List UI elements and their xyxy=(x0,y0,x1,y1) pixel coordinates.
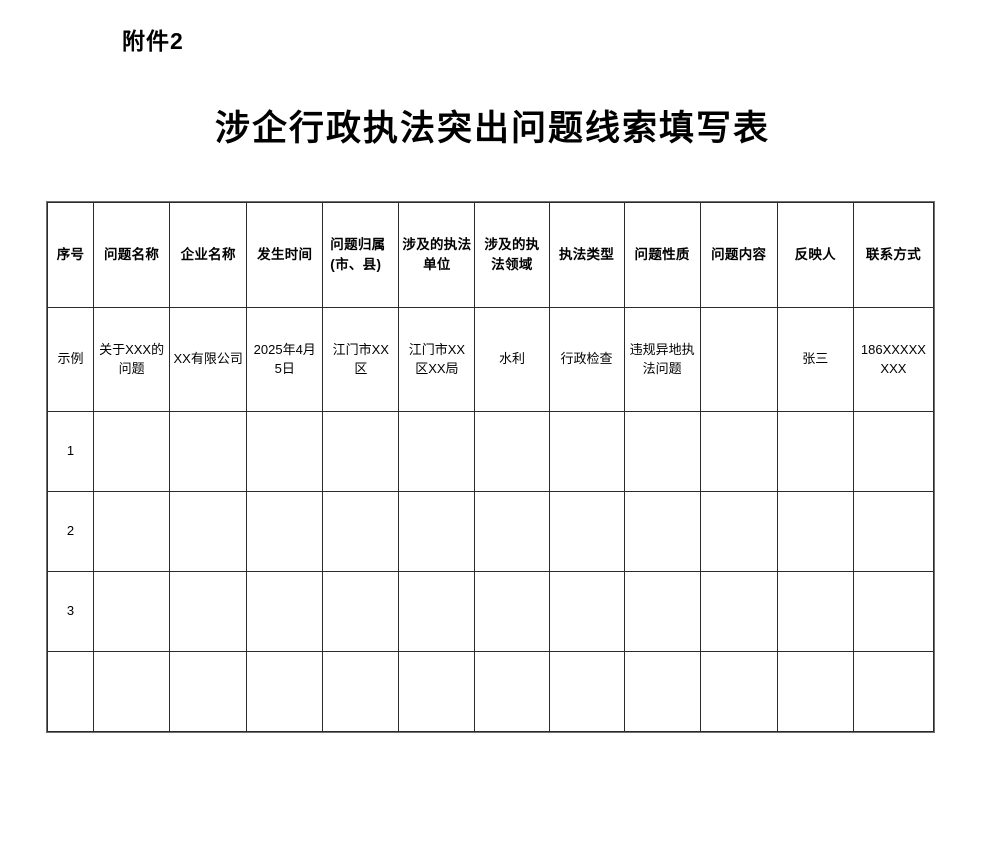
cell-unit[interactable] xyxy=(398,571,476,652)
clue-table: 序号 问题名称 企业名称 发生时间 问题归属 (市、县) 涉及的执法单位 涉及的… xyxy=(46,201,935,733)
column-header-belong-line2: (市、县) xyxy=(330,257,382,272)
table-header-row: 序号 问题名称 企业名称 发生时间 问题归属 (市、县) 涉及的执法单位 涉及的… xyxy=(46,202,935,308)
cell-unit: 江门市ХХ区ХХ局 xyxy=(398,307,476,412)
cell-name[interactable] xyxy=(93,491,171,572)
attachment-label: 附件2 xyxy=(122,28,184,54)
cell-field[interactable] xyxy=(474,491,550,572)
cell-contact: 186XXXXXXXX xyxy=(852,307,935,412)
page-title: 涉企行政执法突出问题线索填写表 xyxy=(214,109,770,148)
cell-name: 关于XXX的问题 xyxy=(93,307,171,412)
cell-date[interactable] xyxy=(246,491,324,572)
cell-type: 行政检查 xyxy=(548,307,625,412)
cell-corp[interactable] xyxy=(169,571,248,652)
cell-reporter[interactable] xyxy=(776,651,854,732)
cell-content[interactable] xyxy=(699,307,778,412)
table-row: 3 xyxy=(46,571,935,652)
cell-reporter[interactable] xyxy=(776,491,854,572)
table-body: 示例 关于XXX的问题 XX有限公司 2025年4月5日 江门市ХХ区 江门市Х… xyxy=(46,307,935,732)
cell-type[interactable] xyxy=(548,411,625,492)
cell-corp[interactable] xyxy=(169,491,248,572)
cell-seq: 2 xyxy=(46,491,95,572)
cell-nature[interactable] xyxy=(623,571,701,652)
cell-date[interactable] xyxy=(246,571,324,652)
cell-contact[interactable] xyxy=(852,651,935,732)
cell-content[interactable] xyxy=(699,411,778,492)
cell-content[interactable] xyxy=(699,571,778,652)
cell-belong[interactable] xyxy=(322,651,400,732)
cell-contact[interactable] xyxy=(852,491,935,572)
cell-corp: XX有限公司 xyxy=(169,307,248,412)
cell-field[interactable] xyxy=(474,651,550,732)
cell-name[interactable] xyxy=(93,651,171,732)
cell-name[interactable] xyxy=(93,411,171,492)
cell-belong[interactable] xyxy=(322,491,400,572)
cell-reporter: 张三 xyxy=(776,307,854,412)
cell-reporter[interactable] xyxy=(776,571,854,652)
column-header-seq: 序号 xyxy=(46,202,95,308)
column-header-name: 问题名称 xyxy=(93,202,171,308)
cell-content[interactable] xyxy=(699,491,778,572)
cell-seq: 1 xyxy=(46,411,95,492)
cell-date: 2025年4月5日 xyxy=(246,307,324,412)
column-header-content: 问题内容 xyxy=(699,202,778,308)
column-header-field: 涉及的执法领域 xyxy=(474,202,550,308)
cell-contact[interactable] xyxy=(852,571,935,652)
table-row xyxy=(46,651,935,732)
table-row: 1 xyxy=(46,411,935,492)
cell-field: 水利 xyxy=(474,307,550,412)
cell-seq: 示例 xyxy=(46,307,95,412)
cell-date[interactable] xyxy=(246,651,324,732)
cell-belong: 江门市ХХ区 xyxy=(322,307,400,412)
cell-unit[interactable] xyxy=(398,491,476,572)
cell-contact[interactable] xyxy=(852,411,935,492)
cell-nature: 违规异地执法问题 xyxy=(623,307,701,412)
column-header-belong-line1: 问题归属 xyxy=(330,237,386,253)
cell-type[interactable] xyxy=(548,491,625,572)
column-header-corp: 企业名称 xyxy=(169,202,248,308)
column-header-contact: 联系方式 xyxy=(852,202,935,308)
cell-nature[interactable] xyxy=(623,491,701,572)
cell-seq[interactable] xyxy=(46,651,95,732)
table-row: 示例 关于XXX的问题 XX有限公司 2025年4月5日 江门市ХХ区 江门市Х… xyxy=(46,307,935,412)
cell-belong[interactable] xyxy=(322,571,400,652)
cell-reporter[interactable] xyxy=(776,411,854,492)
cell-content[interactable] xyxy=(699,651,778,732)
cell-corp[interactable] xyxy=(169,651,248,732)
cell-nature[interactable] xyxy=(623,411,701,492)
column-header-belong: 问题归属 (市、县) xyxy=(322,202,400,308)
clue-table-container: 序号 问题名称 企业名称 发生时间 问题归属 (市、县) 涉及的执法单位 涉及的… xyxy=(46,201,935,733)
cell-seq: 3 xyxy=(46,571,95,652)
column-header-type: 执法类型 xyxy=(548,202,625,308)
cell-nature[interactable] xyxy=(623,651,701,732)
cell-belong[interactable] xyxy=(322,411,400,492)
cell-name[interactable] xyxy=(93,571,171,652)
table-row: 2 xyxy=(46,491,935,572)
cell-type[interactable] xyxy=(548,571,625,652)
column-header-date: 发生时间 xyxy=(246,202,324,308)
column-header-reporter: 反映人 xyxy=(776,202,854,308)
cell-corp[interactable] xyxy=(169,411,248,492)
cell-unit[interactable] xyxy=(398,651,476,732)
cell-type[interactable] xyxy=(548,651,625,732)
column-header-nature: 问题性质 xyxy=(623,202,701,308)
cell-unit[interactable] xyxy=(398,411,476,492)
column-header-unit: 涉及的执法单位 xyxy=(398,202,476,308)
cell-date[interactable] xyxy=(246,411,324,492)
cell-field[interactable] xyxy=(474,571,550,652)
cell-field[interactable] xyxy=(474,411,550,492)
